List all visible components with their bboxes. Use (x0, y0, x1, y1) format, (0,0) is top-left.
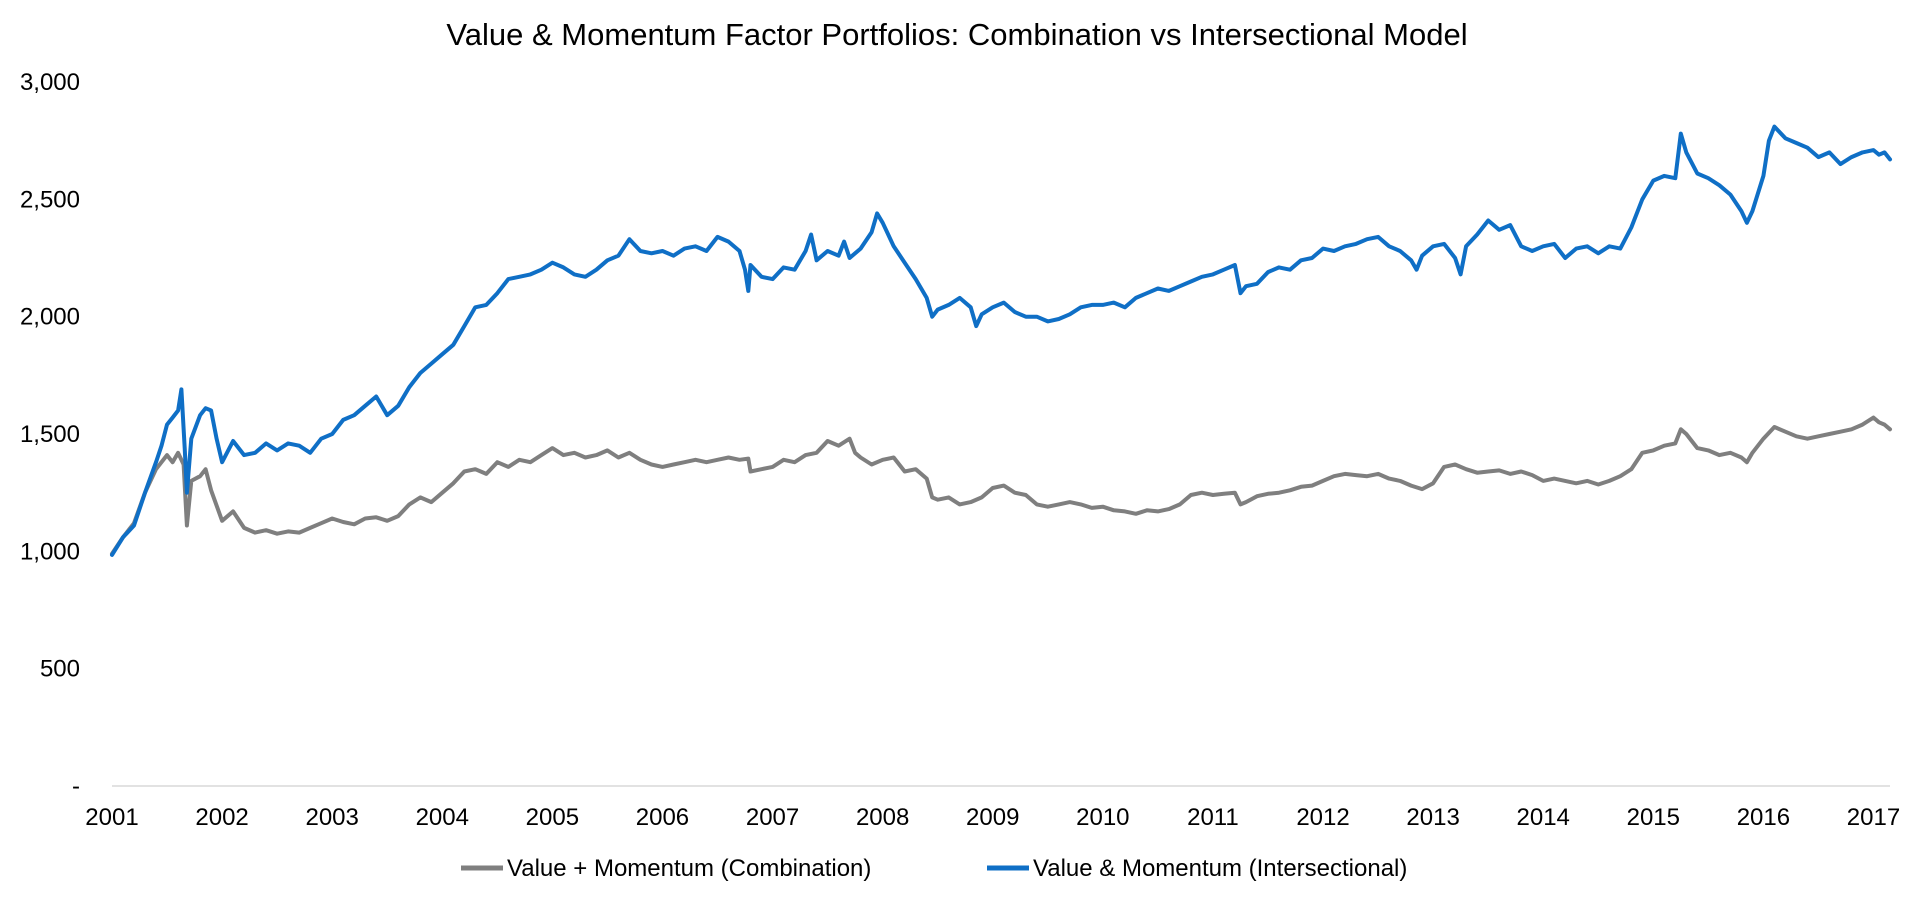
x-tick-label: 2015 (1627, 804, 1680, 831)
y-tick-label: 3,000 (20, 69, 80, 96)
x-tick-label: 2017 (1847, 804, 1900, 831)
x-tick-label: 2009 (966, 804, 1019, 831)
series-layer (110, 124, 1892, 557)
x-tick-label: 2011 (1187, 804, 1239, 831)
x-tick-label: 2003 (305, 804, 358, 831)
y-tick-label: 2,500 (20, 186, 80, 213)
y-axis: - 500 1,000 1,500 2,000 2,500 3,000 (20, 69, 80, 800)
x-tick-label: 2006 (636, 804, 689, 831)
y-tick-label: 2,000 (20, 304, 80, 331)
x-tick-label: 2016 (1737, 804, 1790, 831)
x-tick-label: 2007 (746, 804, 799, 831)
y-tick-label: 1,000 (20, 538, 80, 565)
x-tick-label: 2014 (1517, 804, 1570, 831)
chart-title: Value & Momentum Factor Portfolios: Comb… (446, 17, 1467, 52)
x-tick-label: 2008 (856, 804, 909, 831)
y-tick-label: 500 (40, 656, 80, 683)
x-tick-label: 2012 (1296, 804, 1349, 831)
series-line-1 (110, 415, 1892, 556)
legend-label-1: Value + Momentum (Combination) (507, 855, 871, 882)
legend: Value + Momentum (Combination) Value & Mo… (461, 855, 1407, 882)
x-tick-label: 2013 (1406, 804, 1459, 831)
x-axis: 2001 2002 2003 2004 2005 2006 2007 2008 2009 2010… (85, 804, 1900, 831)
y-tick-label: - (72, 773, 80, 800)
legend-label-2: Value & Momentum (Intersectional) (1033, 855, 1407, 882)
x-tick-label: 2002 (195, 804, 248, 831)
x-tick-label: 2005 (526, 804, 579, 831)
y-tick-label: 1,500 (20, 421, 80, 448)
x-tick-label: 2001 (85, 804, 138, 831)
x-tick-label: 2004 (416, 804, 469, 831)
x-tick-label: 2010 (1076, 804, 1129, 831)
series-line-2 (110, 124, 1892, 557)
